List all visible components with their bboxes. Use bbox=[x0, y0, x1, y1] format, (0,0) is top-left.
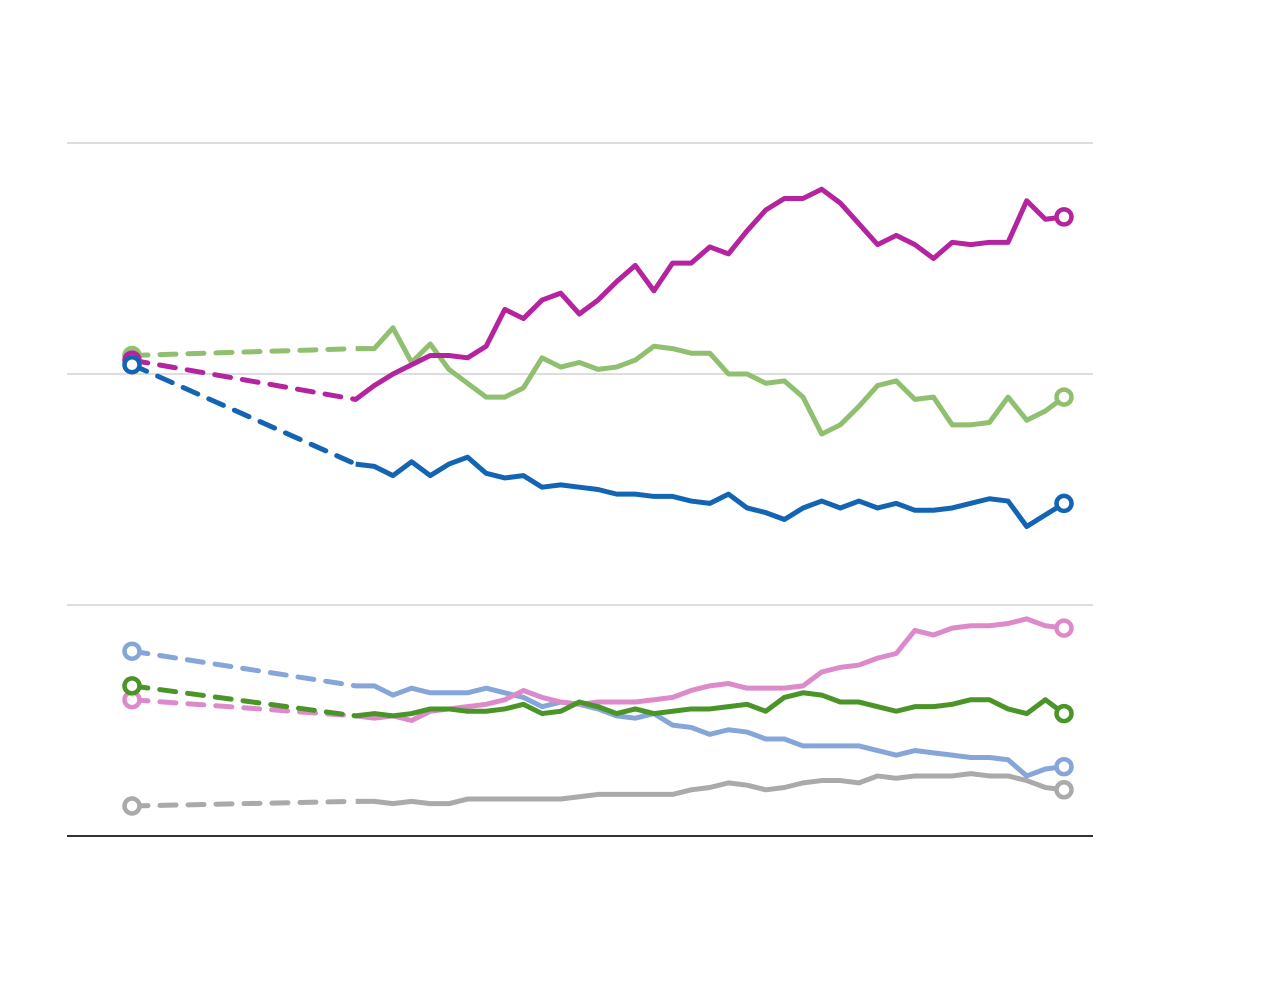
end-point-marker-6 bbox=[1054, 493, 1074, 514]
series-line-projected-0 bbox=[129, 798, 359, 809]
series-line-5 bbox=[354, 186, 1065, 402]
end-point-marker-3 bbox=[1054, 703, 1074, 724]
series-line-4 bbox=[355, 325, 1066, 437]
start-point-marker-0 bbox=[122, 796, 142, 816]
gridlines bbox=[67, 142, 1093, 837]
end-point-marker-5 bbox=[1054, 207, 1074, 227]
end-point-marker-1 bbox=[1054, 756, 1074, 777]
series-line-projected-2 bbox=[129, 697, 359, 719]
series-line-projected-1 bbox=[129, 648, 359, 689]
series-line-projected-5 bbox=[129, 357, 359, 402]
series-lines bbox=[129, 186, 1066, 809]
series-line-projected-3 bbox=[129, 683, 359, 719]
end-point-marker-0 bbox=[1054, 780, 1074, 800]
series-markers bbox=[122, 207, 1074, 816]
series-line-projected-4 bbox=[129, 346, 359, 359]
start-point-marker-3 bbox=[122, 676, 142, 696]
end-point-marker-2 bbox=[1054, 618, 1074, 638]
start-point-marker-6 bbox=[122, 355, 142, 375]
series-line-6 bbox=[355, 454, 1066, 529]
series-line-projected-6 bbox=[129, 362, 359, 467]
end-point-marker-4 bbox=[1054, 387, 1074, 407]
start-point-marker-1 bbox=[122, 641, 142, 661]
series-line-2 bbox=[355, 616, 1065, 723]
series-line-3 bbox=[355, 690, 1066, 719]
series-line-0 bbox=[355, 771, 1065, 807]
series-line-1 bbox=[355, 683, 1065, 779]
